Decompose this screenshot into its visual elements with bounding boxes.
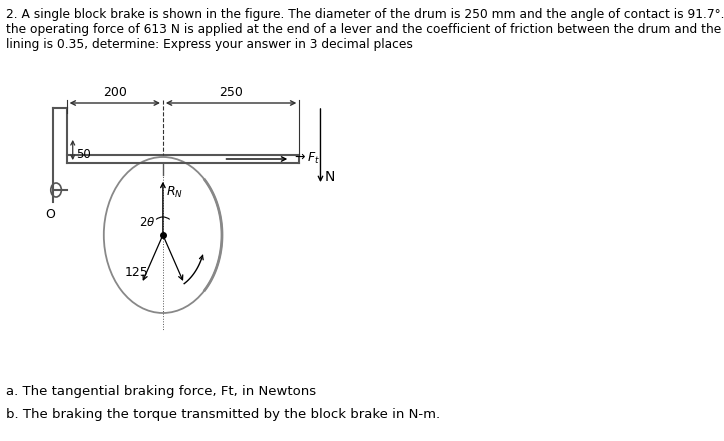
Text: $\rightarrow F_t$: $\rightarrow F_t$ [292, 150, 321, 165]
Text: 250: 250 [219, 86, 243, 99]
Text: a. The tangential braking force, Ft, in Newtons: a. The tangential braking force, Ft, in … [6, 385, 316, 398]
Text: b. The braking the torque transmitted by the block brake in N-m.: b. The braking the torque transmitted by… [6, 408, 440, 421]
Text: $R_N$: $R_N$ [166, 184, 183, 200]
Text: O: O [45, 208, 55, 221]
Text: $2\theta$: $2\theta$ [139, 217, 155, 229]
Text: 2. A single block brake is shown in the figure. The diameter of the drum is 250 : 2. A single block brake is shown in the … [6, 8, 724, 51]
Text: 125: 125 [125, 266, 148, 280]
Text: N: N [324, 170, 334, 184]
Text: 200: 200 [103, 86, 127, 99]
Text: 50: 50 [76, 149, 90, 161]
